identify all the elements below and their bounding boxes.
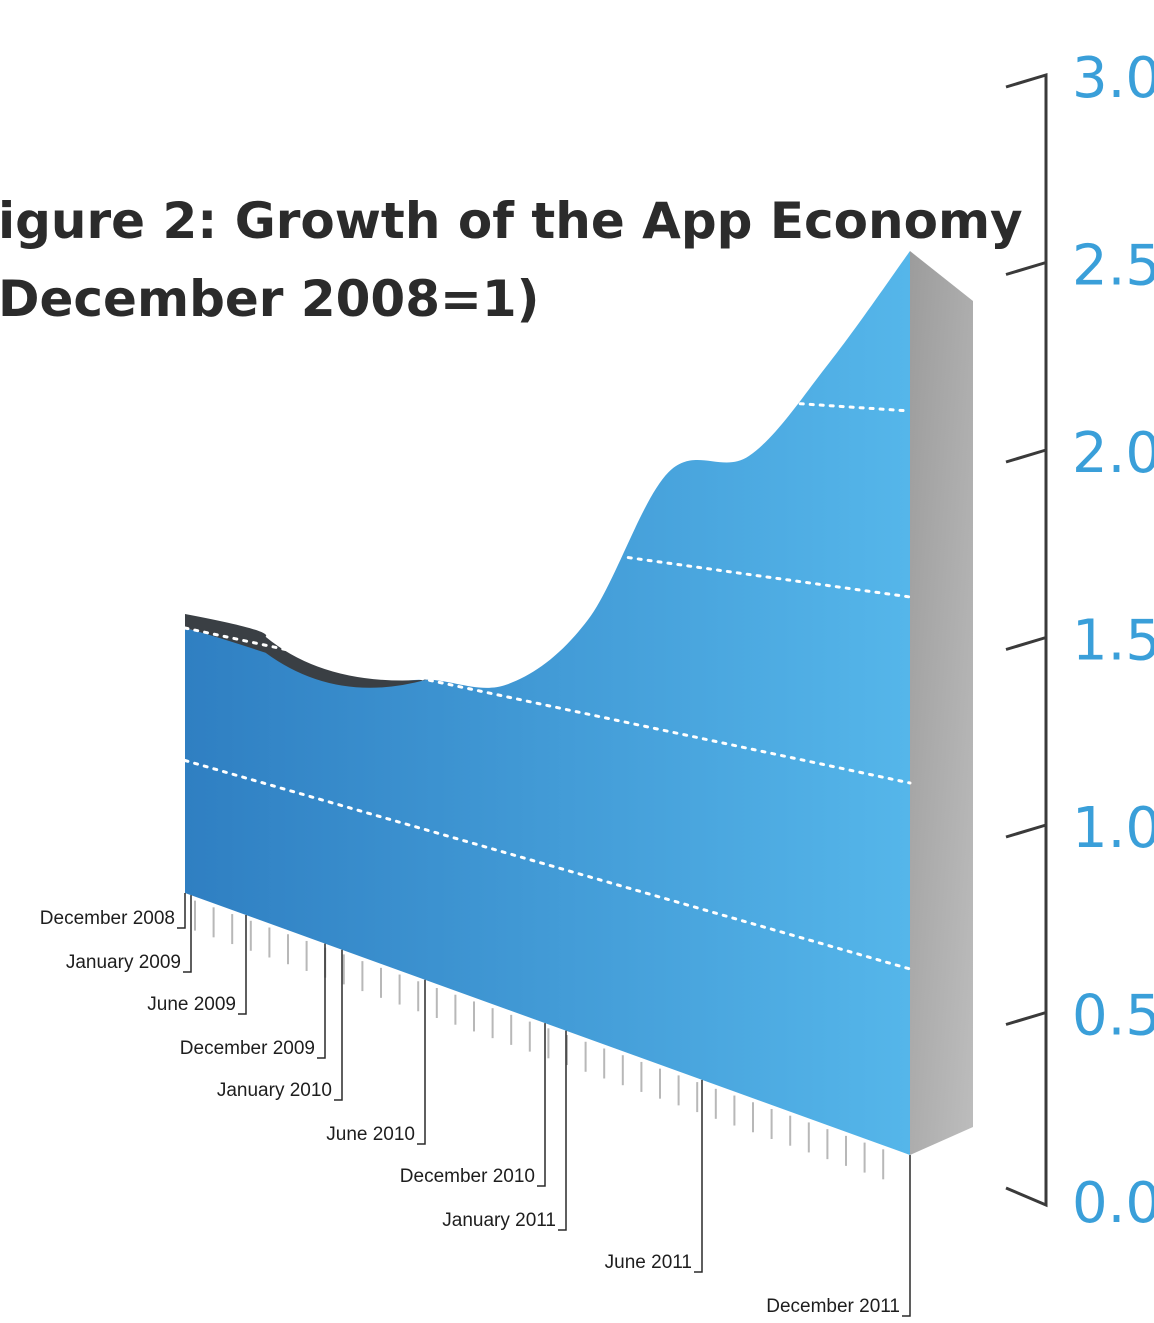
x-tick-label-6: December 2010	[400, 1166, 535, 1187]
area-side-face	[910, 251, 973, 1156]
y-tick-label-3: 1.5	[1072, 609, 1154, 674]
y-tick-label-6: 3.0	[1072, 46, 1154, 111]
gridline-3	[798, 402, 912, 413]
chart-title-line-1: igure 2: Growth of the App Economy	[0, 192, 1023, 250]
y-tick-label-0: 0.0	[1072, 1171, 1154, 1236]
gridline-0	[183, 759, 912, 971]
x-tick-mark-1	[183, 895, 192, 973]
x-axis-ticks: December 2008 January 2009 June 2009 Decemb…	[40, 893, 911, 1317]
gridlines	[183, 402, 912, 971]
y-tick-mark-4	[1005, 448, 1047, 464]
x-tick-mark-7	[558, 1030, 567, 1231]
x-tick-label-1: January 2009	[66, 952, 181, 973]
x-tick-label-9: December 2011	[766, 1296, 900, 1317]
area-top-edge	[185, 614, 427, 688]
chart-title-line-2: December 2008=1)	[0, 270, 540, 328]
gridline-2	[626, 556, 912, 599]
x-tick-label-2: June 2009	[147, 994, 236, 1015]
y-tick-label-2: 1.0	[1072, 796, 1154, 861]
y-axis-ticks: 0.0 0.5 1.0 1.5 2.0 2.5 3.0	[1005, 46, 1154, 1236]
chart-title: igure 2: Growth of the App Economy Decem…	[0, 192, 1023, 328]
x-axis-minor-ticks	[194, 900, 885, 1180]
y-tick-label-5: 2.5	[1072, 234, 1154, 299]
x-tick-label-5: June 2010	[326, 1124, 415, 1145]
x-tick-mark-8	[694, 1079, 703, 1273]
x-tick-mark-0	[177, 893, 186, 929]
x-tick-mark-6	[537, 1023, 546, 1187]
x-tick-label-8: June 2011	[605, 1252, 692, 1273]
y-tick-label-1: 0.5	[1072, 984, 1154, 1049]
y-tick-mark-2	[1005, 823, 1047, 839]
x-tick-label-3: December 2009	[180, 1038, 315, 1059]
x-tick-mark-9	[902, 1155, 911, 1317]
gridline-1	[183, 626, 912, 785]
x-tick-mark-4	[334, 949, 343, 1101]
y-tick-mark-3	[1005, 636, 1047, 651]
x-tick-mark-3	[317, 943, 326, 1059]
x-tick-mark-2	[238, 915, 247, 1015]
x-tick-mark-5	[417, 979, 426, 1145]
y-tick-label-4: 2.0	[1072, 421, 1154, 486]
y-tick-mark-5	[1005, 261, 1047, 276]
x-tick-label-7: January 2011	[442, 1210, 556, 1231]
y-axis-line	[1005, 72, 1048, 1208]
x-tick-label-0: December 2008	[40, 908, 175, 929]
y-tick-mark-1	[1005, 1011, 1047, 1026]
x-tick-label-4: January 2010	[217, 1080, 332, 1101]
area-front	[185, 251, 910, 1156]
